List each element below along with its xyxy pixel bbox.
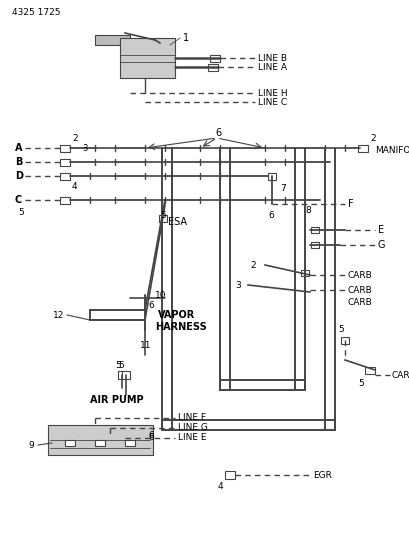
Text: LINE E: LINE E bbox=[178, 433, 206, 442]
Text: 3: 3 bbox=[82, 143, 87, 152]
Text: F: F bbox=[347, 199, 353, 209]
Text: LINE H: LINE H bbox=[257, 88, 287, 98]
Bar bbox=[209, 54, 220, 61]
Text: 5: 5 bbox=[115, 360, 121, 369]
Text: 6: 6 bbox=[148, 433, 153, 442]
Text: 2: 2 bbox=[249, 261, 255, 270]
Text: CARB: CARB bbox=[347, 286, 372, 295]
Text: 4325 1725: 4325 1725 bbox=[12, 7, 61, 17]
Text: LINE G: LINE G bbox=[178, 424, 207, 432]
Text: C: C bbox=[15, 195, 22, 205]
Text: VAPOR: VAPOR bbox=[157, 310, 195, 320]
Bar bbox=[310, 242, 318, 248]
Text: 5: 5 bbox=[337, 326, 343, 335]
Text: G: G bbox=[377, 240, 384, 250]
Bar bbox=[267, 173, 275, 180]
Text: CARB: CARB bbox=[347, 271, 372, 279]
Bar bbox=[60, 173, 70, 180]
Bar bbox=[364, 367, 374, 374]
Bar bbox=[207, 63, 218, 70]
Bar bbox=[60, 158, 70, 166]
Bar bbox=[60, 197, 70, 204]
Text: LINE A: LINE A bbox=[257, 62, 286, 71]
Bar bbox=[300, 270, 308, 276]
Text: EGR: EGR bbox=[312, 471, 331, 480]
Text: 2: 2 bbox=[369, 133, 375, 142]
Text: LINE C: LINE C bbox=[257, 98, 286, 107]
Text: D: D bbox=[15, 171, 23, 181]
Text: CARB: CARB bbox=[391, 370, 409, 379]
Bar bbox=[120, 38, 175, 78]
Text: 5: 5 bbox=[118, 360, 124, 369]
Text: AIR PUMP: AIR PUMP bbox=[90, 395, 143, 405]
Text: 3: 3 bbox=[234, 280, 240, 289]
Bar bbox=[48, 425, 153, 455]
Text: LINE F: LINE F bbox=[178, 414, 205, 423]
Text: 6: 6 bbox=[148, 431, 153, 440]
Text: CARB: CARB bbox=[347, 297, 372, 306]
Text: 5: 5 bbox=[18, 207, 24, 216]
Text: A: A bbox=[15, 143, 22, 153]
Bar bbox=[310, 227, 318, 233]
Text: 4: 4 bbox=[72, 182, 77, 190]
Text: 6: 6 bbox=[267, 211, 273, 220]
Bar bbox=[159, 214, 166, 222]
Text: 11: 11 bbox=[139, 341, 151, 350]
Bar bbox=[357, 144, 367, 151]
Text: MANIFOLD: MANIFOLD bbox=[374, 146, 409, 155]
Bar bbox=[225, 471, 234, 479]
Bar bbox=[125, 440, 135, 446]
Text: 12: 12 bbox=[53, 311, 64, 319]
Text: 6: 6 bbox=[148, 301, 153, 310]
Text: ESA: ESA bbox=[168, 217, 187, 227]
Text: 5: 5 bbox=[357, 378, 363, 387]
Text: LINE B: LINE B bbox=[257, 53, 286, 62]
Bar bbox=[65, 440, 75, 446]
Bar bbox=[122, 371, 130, 379]
Text: E: E bbox=[377, 225, 383, 235]
Text: 7: 7 bbox=[279, 183, 285, 192]
Text: 1: 1 bbox=[182, 33, 189, 43]
Text: 5: 5 bbox=[160, 211, 165, 220]
Text: B: B bbox=[15, 157, 22, 167]
Text: 10: 10 bbox=[155, 290, 166, 300]
Text: 8: 8 bbox=[304, 206, 310, 214]
Text: 6: 6 bbox=[214, 128, 220, 138]
Polygon shape bbox=[95, 35, 130, 45]
Text: 9: 9 bbox=[28, 440, 34, 449]
Text: 2: 2 bbox=[72, 133, 77, 142]
Bar bbox=[60, 144, 70, 151]
Bar bbox=[118, 371, 126, 379]
Bar bbox=[340, 336, 348, 343]
Text: 4: 4 bbox=[218, 482, 223, 491]
Bar bbox=[95, 440, 105, 446]
Text: HARNESS: HARNESS bbox=[155, 322, 206, 332]
